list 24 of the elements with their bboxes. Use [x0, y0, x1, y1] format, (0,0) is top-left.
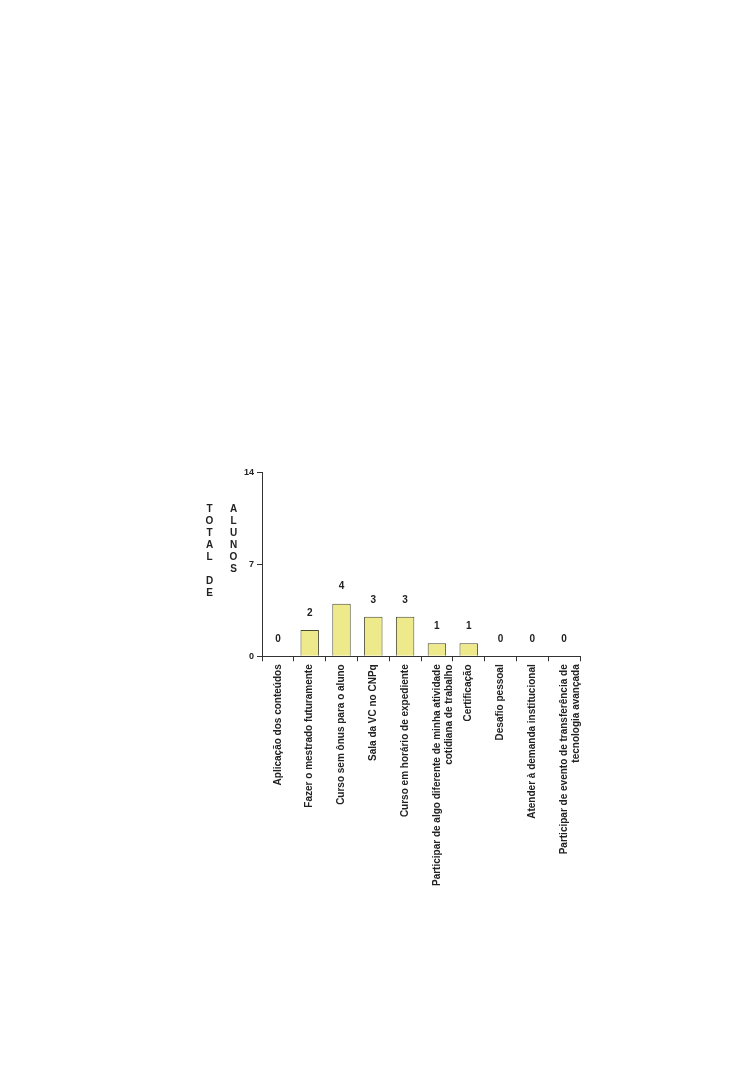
data-label: 0: [561, 633, 568, 645]
x-tick-label: Participar de algo diferente de minha atividade cotidiana de trabalho: [430, 663, 454, 887]
x-tick-label: Curso em horário de expediente: [398, 663, 410, 818]
x-tick-label: Participar de evento de transferência de tecnologia avançada: [557, 663, 581, 855]
data-label: 1: [434, 619, 441, 631]
x-tick-label: Atender à demanda institucional: [526, 664, 538, 819]
x-tick-label: Curso sem ônus para o aluno: [335, 664, 347, 805]
data-label: 3: [402, 593, 409, 605]
x-tick-label: Certificação: [462, 664, 474, 722]
data-label: 1: [465, 619, 472, 631]
x-tick-label: Desafio pessoal: [494, 664, 506, 741]
data-label: 2: [306, 606, 313, 618]
x-tick-label: Fazer o mestrado futuramente: [303, 663, 315, 808]
text: TOTAL DE ALUNOS: [204, 503, 239, 599]
data-label: 4: [338, 580, 345, 592]
data-label: 3: [370, 593, 377, 605]
data-label: 0: [529, 633, 536, 645]
y-tick-label: 14: [244, 466, 255, 477]
y-tick-label: 0: [249, 650, 255, 661]
data-label: 0: [275, 633, 282, 645]
data-label: 0: [497, 633, 504, 645]
y-tick-label: 7: [249, 558, 255, 569]
x-tick-label: Sala da VC no CNPq: [367, 664, 379, 761]
x-tick-label: Aplicação dos conteúdos: [271, 663, 283, 786]
